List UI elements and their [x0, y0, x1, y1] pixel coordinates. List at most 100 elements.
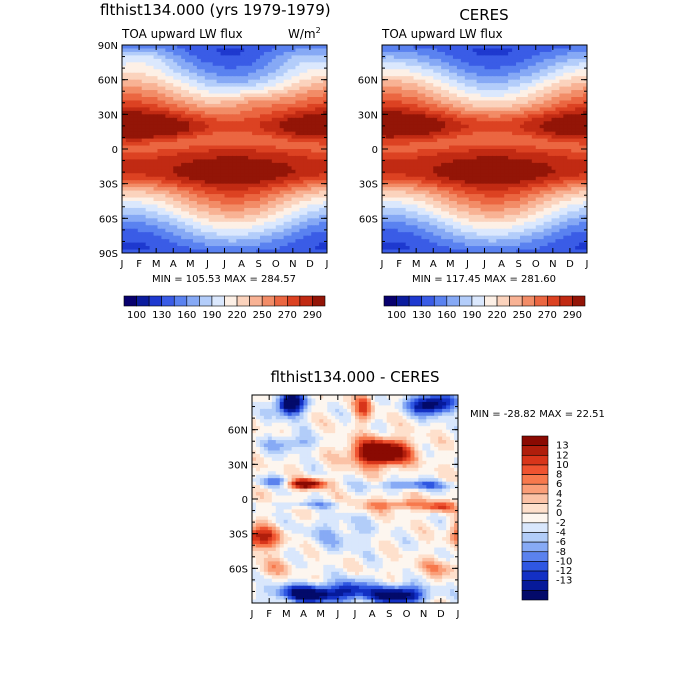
field-cell — [543, 149, 549, 154]
field-cell — [220, 162, 226, 167]
field-cell — [177, 65, 182, 70]
field-cell — [421, 114, 426, 119]
field-cell — [208, 201, 214, 206]
field-cell — [165, 79, 170, 84]
field-cell — [307, 166, 312, 171]
field-cell — [267, 221, 273, 226]
field-cell — [240, 65, 245, 70]
field-cell — [181, 194, 186, 199]
field-cell — [137, 159, 143, 164]
field-cell — [256, 197, 261, 202]
field-cell — [468, 100, 474, 105]
field-cell — [271, 90, 277, 95]
field-cell — [220, 131, 226, 136]
panel-obs: CERES TOA upward LW flux J F M A M J J A S O N D J60… — [358, 6, 589, 321]
field-cell — [216, 162, 222, 167]
field-cell — [220, 187, 226, 192]
field-cell — [220, 145, 226, 150]
field-cell — [468, 72, 474, 77]
field-cell — [516, 100, 521, 105]
field-cell — [220, 152, 226, 157]
field-cell — [145, 83, 151, 88]
field-cell — [571, 128, 576, 133]
field-cell — [299, 69, 304, 74]
field-cell — [583, 55, 587, 60]
field-cell — [189, 159, 194, 164]
field-cell — [173, 239, 178, 244]
field-cell — [236, 103, 241, 108]
field-cell — [145, 207, 151, 212]
field-cell — [323, 93, 327, 98]
field-cell — [468, 107, 474, 112]
field-cell — [468, 131, 474, 136]
field-cell — [283, 211, 289, 216]
field-cell — [216, 169, 222, 174]
field-cell — [232, 121, 237, 126]
field-cell — [252, 58, 257, 63]
field-cell — [122, 128, 127, 133]
field-cell — [252, 246, 257, 251]
field-cell — [307, 65, 312, 70]
field-cell — [228, 145, 233, 150]
field-cell — [212, 225, 218, 230]
field-cell — [476, 69, 482, 74]
field-cell — [157, 138, 163, 143]
field-cell — [141, 194, 147, 199]
field-cell — [181, 155, 186, 160]
field-cell — [204, 180, 210, 185]
field-cell — [220, 176, 226, 181]
field-cell — [125, 221, 131, 226]
field-cell — [192, 228, 198, 233]
field-cell — [437, 97, 442, 102]
field-cell — [244, 69, 249, 74]
field-cell — [212, 190, 218, 195]
field-cell — [315, 228, 320, 233]
field-cell — [409, 152, 415, 157]
field-cell — [460, 110, 466, 115]
field-cell — [583, 86, 587, 91]
field-cell — [232, 194, 237, 199]
field-cell — [307, 55, 312, 60]
field-cell — [287, 145, 293, 150]
field-cell — [397, 121, 403, 126]
field-cell — [429, 93, 434, 98]
field-cell — [464, 69, 470, 74]
field-cell — [200, 142, 206, 147]
field-cell — [256, 107, 261, 112]
field-cell — [212, 246, 218, 251]
field-cell — [185, 55, 190, 60]
field-cell — [323, 211, 327, 216]
field-cell — [275, 235, 281, 240]
field-cell — [460, 149, 466, 154]
field-cell — [244, 180, 249, 185]
field-cell — [563, 55, 568, 60]
field-cell — [279, 246, 285, 251]
field-cell — [464, 124, 470, 129]
field-cell — [519, 131, 525, 136]
field-cell — [228, 201, 233, 206]
field-cell — [232, 135, 237, 140]
field-cell — [177, 176, 182, 181]
field-cell — [185, 142, 190, 147]
field-cell — [173, 166, 178, 171]
field-cell — [137, 242, 143, 247]
field-cell — [527, 65, 533, 70]
field-cell — [488, 128, 493, 133]
field-cell — [543, 86, 549, 91]
field-cell — [579, 45, 584, 50]
field-cell — [472, 152, 478, 157]
field-cell — [220, 214, 226, 219]
field-cell — [173, 93, 178, 98]
field-cell — [259, 76, 265, 81]
field-cell — [149, 155, 155, 160]
field-cell — [516, 138, 521, 143]
field-cell — [240, 201, 245, 206]
field-cell — [496, 55, 501, 60]
field-cell — [323, 246, 327, 251]
field-cell — [307, 159, 312, 164]
field-cell — [433, 152, 438, 157]
field-cell — [232, 214, 237, 219]
field-cell — [122, 176, 127, 181]
field-cell — [291, 211, 297, 216]
field-cell — [244, 159, 249, 164]
